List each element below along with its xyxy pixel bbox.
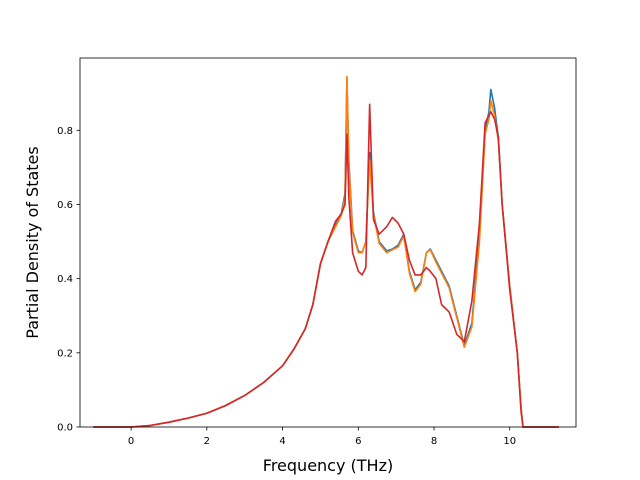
y-tick-label: 0.0: [57, 423, 73, 434]
y-tick-label: 0.2: [57, 348, 73, 359]
y-axis: 0.0 0.2 0.4 0.6 0.8: [57, 126, 80, 434]
x-tick-label: 2: [204, 436, 210, 447]
x-tick-label: 10: [503, 436, 516, 447]
y-axis-label: Partial Density of States: [23, 146, 42, 338]
y-tick-label: 0.6: [57, 200, 73, 211]
x-tick-label: 4: [279, 436, 285, 447]
x-tick-label: 0: [128, 436, 134, 447]
x-tick-label: 6: [355, 436, 361, 447]
y-tick-label: 0.8: [57, 126, 73, 137]
y-tick-label: 0.4: [57, 274, 73, 285]
x-tick-label: 8: [431, 436, 437, 447]
series-line-3: [93, 103, 559, 428]
x-axis-label: Frequency (THz): [263, 456, 393, 475]
x-axis: 0 2 4 6 8 10: [128, 427, 516, 447]
plot-area: [93, 75, 559, 428]
axes-frame: [79, 57, 577, 428]
